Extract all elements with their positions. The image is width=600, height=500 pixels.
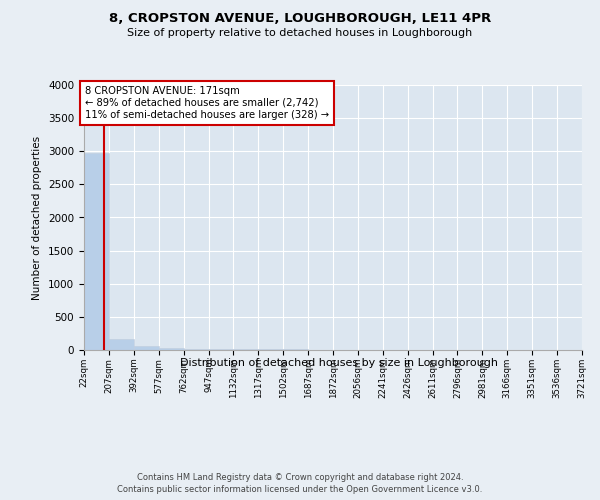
Bar	[109, 338, 134, 350]
Text: Distribution of detached houses by size in Loughborough: Distribution of detached houses by size …	[180, 358, 498, 368]
Text: 8 CROPSTON AVENUE: 171sqm
← 89% of detached houses are smaller (2,742)
11% of se: 8 CROPSTON AVENUE: 171sqm ← 89% of detac…	[85, 86, 329, 120]
Text: Contains public sector information licensed under the Open Government Licence v3: Contains public sector information licen…	[118, 485, 482, 494]
Bar	[184, 348, 209, 350]
Text: Size of property relative to detached houses in Loughborough: Size of property relative to detached ho…	[127, 28, 473, 38]
Bar	[159, 348, 184, 350]
Text: 8, CROPSTON AVENUE, LOUGHBOROUGH, LE11 4PR: 8, CROPSTON AVENUE, LOUGHBOROUGH, LE11 4…	[109, 12, 491, 26]
Bar	[84, 152, 109, 350]
Text: Contains HM Land Registry data © Crown copyright and database right 2024.: Contains HM Land Registry data © Crown c…	[137, 472, 463, 482]
Bar	[134, 346, 159, 350]
Bar	[209, 349, 233, 350]
Y-axis label: Number of detached properties: Number of detached properties	[32, 136, 43, 300]
Bar	[233, 349, 259, 350]
